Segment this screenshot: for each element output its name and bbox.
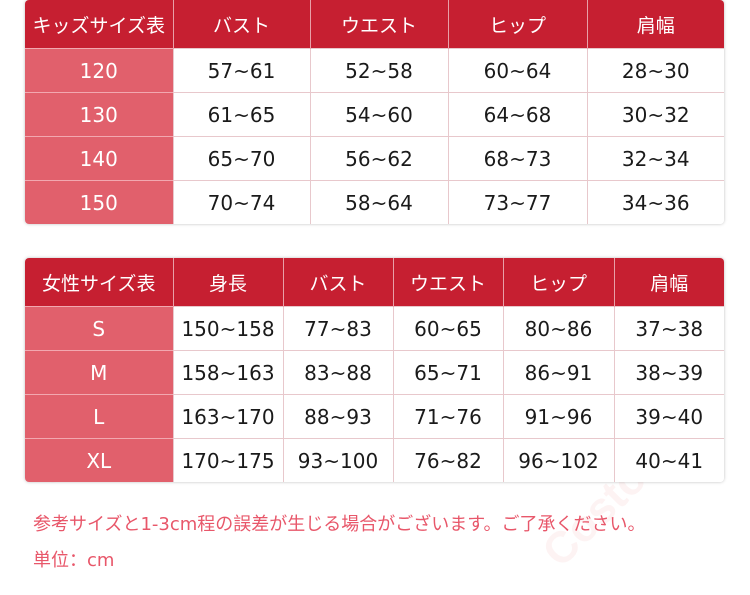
column-header: ウエスト	[392, 258, 503, 307]
disclaimer-note: 参考サイズと1-3cm程の誤差が生じる場合がございます。ご了承ください。	[33, 514, 646, 535]
measurement-cell: 96~102	[502, 438, 614, 482]
measurement-cell: 88~93	[282, 394, 393, 439]
measurement-cell: 163~170	[172, 394, 283, 439]
column-header: キッズサイズ表	[25, 0, 173, 49]
column-header: 女性サイズ表	[25, 258, 173, 307]
measurement-cell: 58~64	[309, 180, 448, 224]
size-label-cell: 140	[25, 136, 173, 181]
measurement-cell: 68~73	[447, 136, 587, 181]
measurement-cell: 54~60	[309, 92, 448, 137]
measurement-cell: 37~38	[613, 306, 724, 351]
column-header: ヒップ	[502, 258, 614, 307]
measurement-cell: 60~65	[392, 306, 503, 351]
measurement-cell: 80~86	[502, 306, 614, 351]
measurement-cell: 76~82	[392, 438, 503, 482]
measurement-cell: 38~39	[613, 350, 724, 395]
measurement-cell: 52~58	[309, 48, 448, 93]
measurement-cell: 32~34	[586, 136, 724, 181]
column-header: 身長	[172, 258, 283, 307]
unit-note: 単位：cm	[33, 550, 115, 571]
measurement-cell: 28~30	[586, 48, 724, 93]
size-label-cell: 150	[25, 180, 173, 224]
measurement-cell: 150~158	[172, 306, 283, 351]
measurement-cell: 70~74	[172, 180, 310, 224]
measurement-cell: 60~64	[447, 48, 587, 93]
size-label-cell: 120	[25, 48, 173, 93]
measurement-cell: 39~40	[613, 394, 724, 439]
measurement-cell: 65~71	[392, 350, 503, 395]
measurement-cell: 64~68	[447, 92, 587, 137]
table-row: L 163~170 88~93 71~76 91~96 39~40	[25, 394, 724, 439]
measurement-cell: 61~65	[172, 92, 310, 137]
size-label-cell: XL	[25, 438, 173, 482]
measurement-cell: 77~83	[282, 306, 393, 351]
women-size-table: 女性サイズ表 身長 バスト ウエスト ヒップ 肩幅 S 150~158 77~83 60~65 8…	[25, 258, 724, 482]
size-label-cell: S	[25, 306, 173, 351]
column-header: 肩幅	[613, 258, 724, 307]
column-header: ウエスト	[309, 0, 448, 49]
column-header: 肩幅	[586, 0, 724, 49]
column-header: ヒップ	[447, 0, 587, 49]
measurement-cell: 65~70	[172, 136, 310, 181]
measurement-cell: 34~36	[586, 180, 724, 224]
table-row: XL 170~175 93~100 76~82 96~102 40~41	[25, 438, 724, 482]
measurement-cell: 30~32	[586, 92, 724, 137]
table-row: M 158~163 83~88 65~71 86~91 38~39	[25, 350, 724, 395]
size-label-cell: L	[25, 394, 173, 439]
measurement-cell: 73~77	[447, 180, 587, 224]
column-header: バスト	[172, 0, 310, 49]
table-row: 130 61~65 54~60 64~68 30~32	[25, 92, 724, 137]
measurement-cell: 56~62	[309, 136, 448, 181]
measurement-cell: 57~61	[172, 48, 310, 93]
measurement-cell: 83~88	[282, 350, 393, 395]
size-label-cell: M	[25, 350, 173, 395]
measurement-cell: 91~96	[502, 394, 614, 439]
header-row: キッズサイズ表 バスト ウエスト ヒップ 肩幅	[25, 0, 724, 49]
kids-size-table: キッズサイズ表 バスト ウエスト ヒップ 肩幅 120 57~61 52~58 60~64 28…	[25, 0, 724, 224]
table-row: 140 65~70 56~62 68~73 32~34	[25, 136, 724, 181]
header-row: 女性サイズ表 身長 バスト ウエスト ヒップ 肩幅	[25, 258, 724, 307]
measurement-cell: 86~91	[502, 350, 614, 395]
measurement-cell: 158~163	[172, 350, 283, 395]
size-label-cell: 130	[25, 92, 173, 137]
measurement-cell: 40~41	[613, 438, 724, 482]
table-row: 120 57~61 52~58 60~64 28~30	[25, 48, 724, 93]
measurement-cell: 93~100	[282, 438, 393, 482]
measurement-cell: 71~76	[392, 394, 503, 439]
table-row: S 150~158 77~83 60~65 80~86 37~38	[25, 306, 724, 351]
measurement-cell: 170~175	[172, 438, 283, 482]
table-row: 150 70~74 58~64 73~77 34~36	[25, 180, 724, 224]
column-header: バスト	[282, 258, 393, 307]
